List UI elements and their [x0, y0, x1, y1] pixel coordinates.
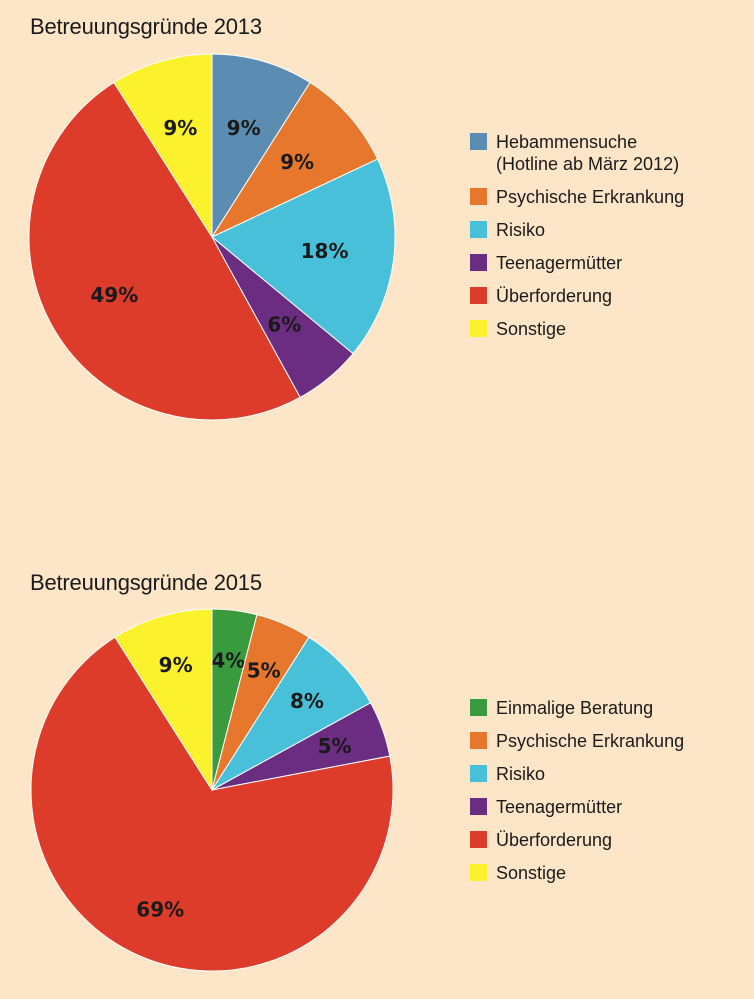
legend-label: Hebammensuche (Hotline ab März 2012) [496, 132, 680, 174]
slice-label: 5% [247, 658, 281, 682]
legend-item: Risiko [470, 219, 684, 241]
legend-label: Psychische Erkrankung [496, 731, 685, 751]
slice-label: 9% [227, 116, 261, 140]
pie-slice [28, 81, 301, 421]
legend-item: Überforderung [470, 829, 684, 851]
legend-item: Einmalige Beratung [470, 697, 684, 719]
legend-label: Risiko [496, 764, 546, 784]
slice-label: 9% [280, 150, 314, 174]
chart-title-2013: Betreuungsgründe 2013 [30, 14, 262, 39]
legend-item: Hebammensuche (Hotline ab März 2012) [470, 131, 684, 175]
legend-label: Überforderung [496, 286, 613, 306]
legend-label: Einmalige Beratung [496, 698, 654, 718]
legend-swatch [470, 864, 487, 881]
slice-label: 6% [267, 312, 301, 336]
legend-swatch [470, 765, 487, 782]
legend-label: Sonstige [496, 863, 567, 883]
legend-item: Teenagermütter [470, 252, 684, 274]
legend-label: Überforderung [496, 830, 613, 850]
legend-label: Risiko [496, 220, 546, 240]
legend-swatch [470, 320, 487, 337]
legend-2013: Hebammensuche (Hotline ab März 2012) Psyc… [470, 131, 684, 351]
legend-swatch [470, 221, 487, 238]
legend-swatch [470, 831, 487, 848]
slice-label: 4% [211, 649, 245, 673]
legend-item: Überforderung [470, 285, 684, 307]
legend-item: Risiko [470, 763, 684, 785]
pie-slice [114, 608, 213, 792]
chart-title-2015: Betreuungsgründe 2015 [30, 570, 262, 595]
legend-item: Sonstige [470, 862, 684, 884]
pie-slice [211, 53, 311, 239]
pie-slice [211, 636, 372, 791]
pie-slice [211, 158, 396, 355]
legend-label: Psychische Erkrankung [496, 187, 685, 207]
slice-label: 5% [318, 734, 352, 758]
legend-label: Sonstige [496, 319, 567, 339]
legend-label: Teenagermütter [496, 797, 623, 817]
legend-item: Teenagermütter [470, 796, 684, 818]
slice-label: 18% [301, 239, 349, 263]
slice-label: 8% [290, 689, 324, 713]
pie-chart-2013: 9% 9% 18% 6% 49% 9% [28, 53, 396, 421]
pie-slice [210, 81, 379, 239]
legend-swatch [470, 188, 487, 205]
legend-swatch [470, 133, 487, 150]
legend-item: Psychische Erkrankung [470, 186, 684, 208]
slice-label: 69% [136, 898, 184, 922]
legend-swatch [470, 798, 487, 815]
slice-label: 49% [90, 283, 138, 307]
legend-swatch [470, 699, 487, 716]
slice-label: 9% [159, 653, 193, 677]
pie-slice [113, 53, 213, 239]
legend-swatch [470, 732, 487, 749]
legend-swatch [470, 287, 487, 304]
pie-slice [30, 636, 394, 972]
legend-item: Sonstige [470, 318, 684, 340]
legend-item: Psychische Erkrankung [470, 730, 684, 752]
legend-swatch [470, 254, 487, 271]
legend-2015: Einmalige Beratung Psychische Erkrankung R… [470, 697, 684, 895]
slice-label: 9% [163, 116, 197, 140]
legend-label: Teenagermütter [496, 253, 623, 273]
